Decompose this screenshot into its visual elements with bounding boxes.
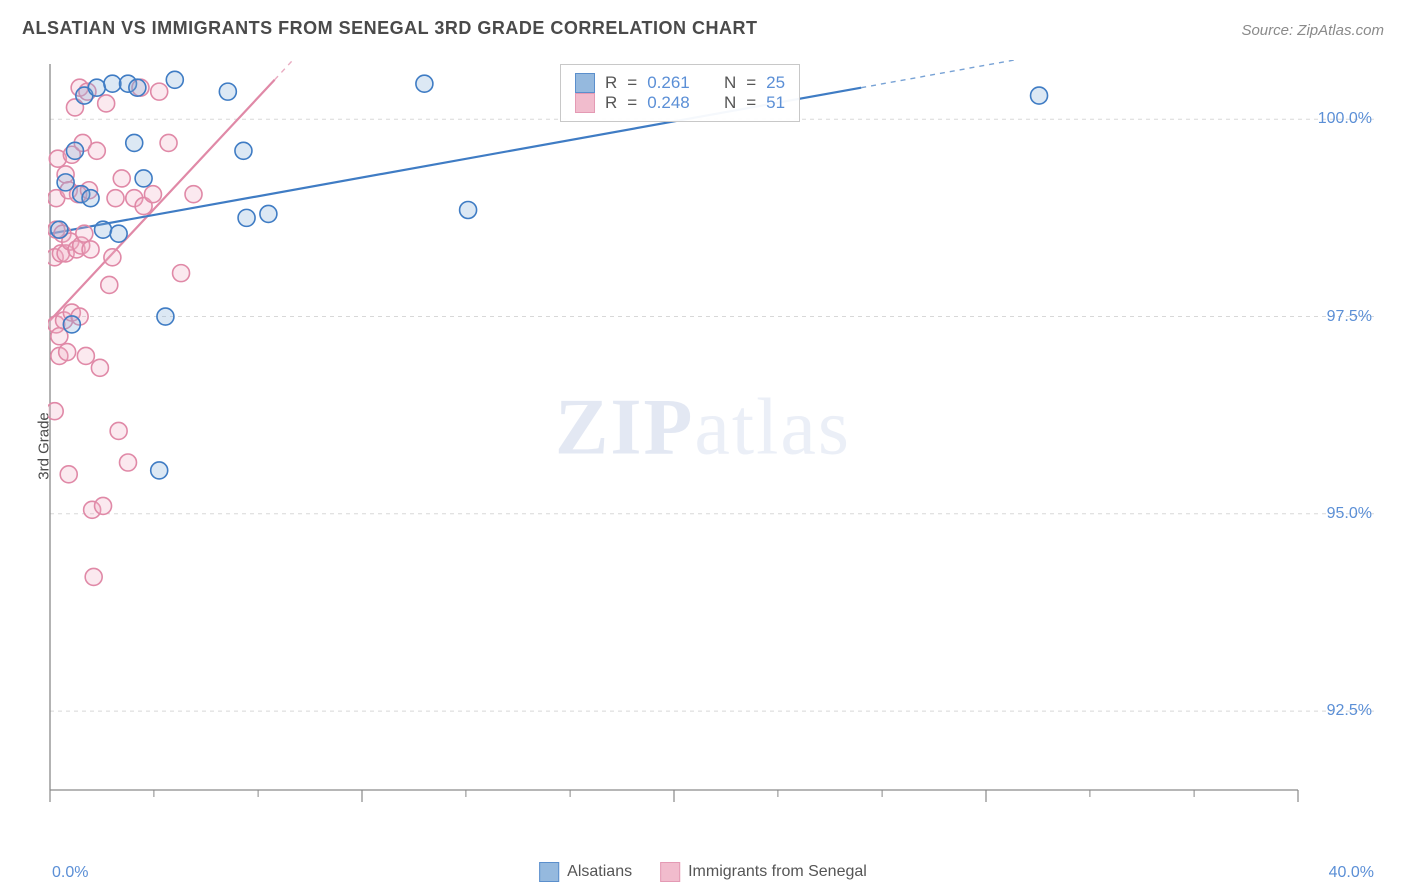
n-value-series2: 51 <box>766 93 785 113</box>
y-tick-label: 92.5% <box>1327 702 1372 720</box>
equals-sign: = <box>746 93 756 113</box>
chart-title: ALSATIAN VS IMMIGRANTS FROM SENEGAL 3RD … <box>22 18 758 39</box>
r-value-series2: 0.248 <box>647 93 690 113</box>
r-label: R <box>605 93 617 113</box>
equals-sign: = <box>746 73 756 93</box>
n-label: N <box>724 73 736 93</box>
correlation-legend-box: R = 0.261 N = 25 R = 0.248 N = 51 <box>560 64 800 122</box>
equals-sign: = <box>627 93 637 113</box>
y-tick-label: 97.5% <box>1327 308 1372 326</box>
n-value-series1: 25 <box>766 73 785 93</box>
x-axis-labels: 0.0% 40.0% <box>48 864 1378 882</box>
y-tick-label: 95.0% <box>1327 505 1372 523</box>
x-axis-max-label: 40.0% <box>1329 864 1374 882</box>
plot-area: 92.5% 95.0% 97.5% 100.0% <box>48 60 1378 830</box>
n-label: N <box>724 93 736 113</box>
r-value-series1: 0.261 <box>647 73 690 93</box>
legend-row-series2: R = 0.248 N = 51 <box>575 93 785 113</box>
legend-row-series1: R = 0.261 N = 25 <box>575 73 785 93</box>
x-axis-min-label: 0.0% <box>52 864 88 882</box>
source-label: Source: ZipAtlas.com <box>1241 22 1384 39</box>
legend-swatch-series1 <box>575 73 595 93</box>
equals-sign: = <box>627 73 637 93</box>
scatter-plot-svg <box>48 60 1378 830</box>
y-tick-label: 100.0% <box>1318 110 1372 128</box>
legend-swatch-series2 <box>575 93 595 113</box>
r-label: R <box>605 73 617 93</box>
